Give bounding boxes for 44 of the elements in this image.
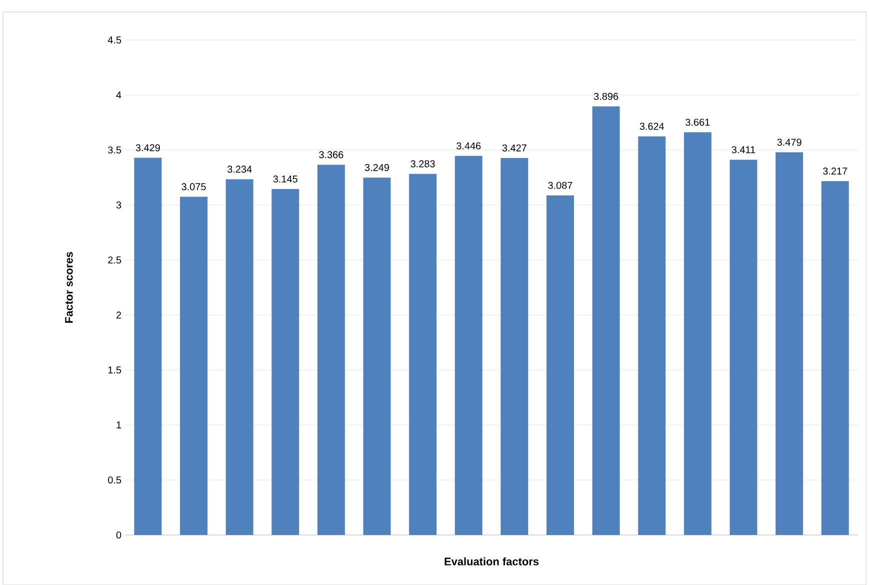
y-tick-label: 1 <box>116 421 122 428</box>
y-axis-title: Factor scores <box>65 252 73 323</box>
data-label: 3.896 <box>594 92 618 100</box>
x-axis-title: Evaluation factors <box>444 557 539 566</box>
data-label: 3.283 <box>410 160 435 168</box>
data-label: 3.479 <box>777 138 802 146</box>
data-label: 3.429 <box>136 144 160 152</box>
bar <box>454 156 482 535</box>
bar <box>272 188 300 535</box>
bar <box>684 132 712 535</box>
data-label: 3.624 <box>640 122 664 130</box>
data-label: 3.446 <box>456 142 481 150</box>
bar <box>317 164 345 535</box>
bar <box>363 177 391 535</box>
y-tick-label: 0 <box>116 531 122 538</box>
data-label: 3.145 <box>273 175 298 182</box>
bar <box>500 158 528 535</box>
data-label: 3.249 <box>364 164 389 171</box>
data-label: 3.234 <box>227 165 252 173</box>
data-label: 3.411 <box>732 146 756 154</box>
y-tick-label: 4.5 <box>108 36 122 44</box>
data-label: 3.661 <box>686 118 710 126</box>
bar <box>409 174 437 535</box>
y-tick-label: 4 <box>116 91 122 98</box>
data-label: 3.087 <box>548 182 572 189</box>
bar <box>592 106 620 535</box>
bar <box>134 158 162 535</box>
data-label: 3.427 <box>502 144 526 152</box>
data-label: 3.075 <box>182 182 206 190</box>
bar <box>821 180 849 535</box>
bar <box>226 179 254 535</box>
y-tick-label: 3 <box>116 201 122 208</box>
bar <box>776 152 804 535</box>
bar <box>546 195 574 535</box>
data-label: 3.217 <box>823 167 848 174</box>
bar <box>180 196 208 535</box>
y-tick-label: 0.5 <box>108 476 122 484</box>
data-label: 3.366 <box>319 150 344 158</box>
bar <box>638 136 666 535</box>
y-tick-label: 2 <box>116 311 121 318</box>
y-tick-label: 1.5 <box>108 366 122 374</box>
bar <box>730 160 758 535</box>
y-tick-label: 2.5 <box>108 256 122 264</box>
y-tick-label: 3.5 <box>108 146 122 154</box>
